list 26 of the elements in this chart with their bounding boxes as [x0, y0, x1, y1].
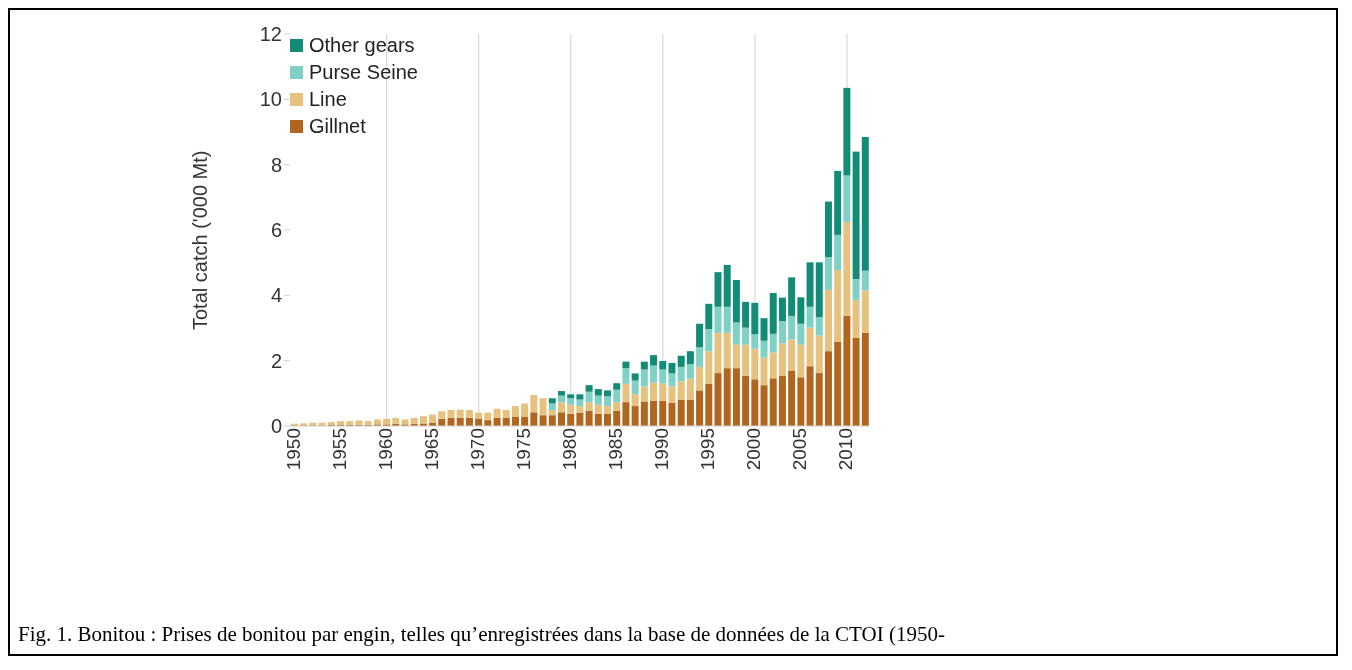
y-tick-label: 12: [259, 23, 282, 46]
x-tick-label: 1960: [375, 428, 397, 471]
x-tick-label: 1995: [697, 428, 719, 471]
x-tick-label: 1955: [329, 428, 351, 471]
y-tick-label: 2: [270, 349, 282, 372]
x-tick-label: 2005: [789, 428, 811, 471]
legend-label: Other gears: [309, 34, 415, 57]
caption: Fig. 1. Bonitou : Prises de bonitou par engin, telles qu’enregistrées dans la base de données de la CTOI (1950-: [18, 622, 945, 646]
x-tick-label: 1980: [559, 428, 581, 471]
x-tick-label: 1990: [651, 428, 673, 471]
y-tick-label: 4: [270, 284, 282, 307]
legend-label: Purse Seine: [309, 61, 418, 84]
legend-label: Line: [309, 88, 347, 111]
x-tick-label: 1965: [421, 428, 443, 471]
y-axis-title: Total catch ('000 Mt): [189, 150, 212, 330]
x-tick-label: 2010: [835, 428, 857, 471]
x-tick-label: 2000: [743, 428, 765, 471]
x-tick-label: 1950: [283, 428, 305, 471]
y-tick-label: 8: [270, 153, 282, 176]
legend-label: Gillnet: [309, 115, 366, 138]
y-tick-label: 0: [270, 415, 282, 438]
x-tick-label: 1970: [467, 428, 489, 471]
x-tick-label: 1975: [513, 428, 535, 471]
y-tick-label: 10: [259, 88, 282, 111]
y-tick-label: 6: [270, 219, 282, 242]
x-tick-label: 1985: [605, 428, 627, 471]
